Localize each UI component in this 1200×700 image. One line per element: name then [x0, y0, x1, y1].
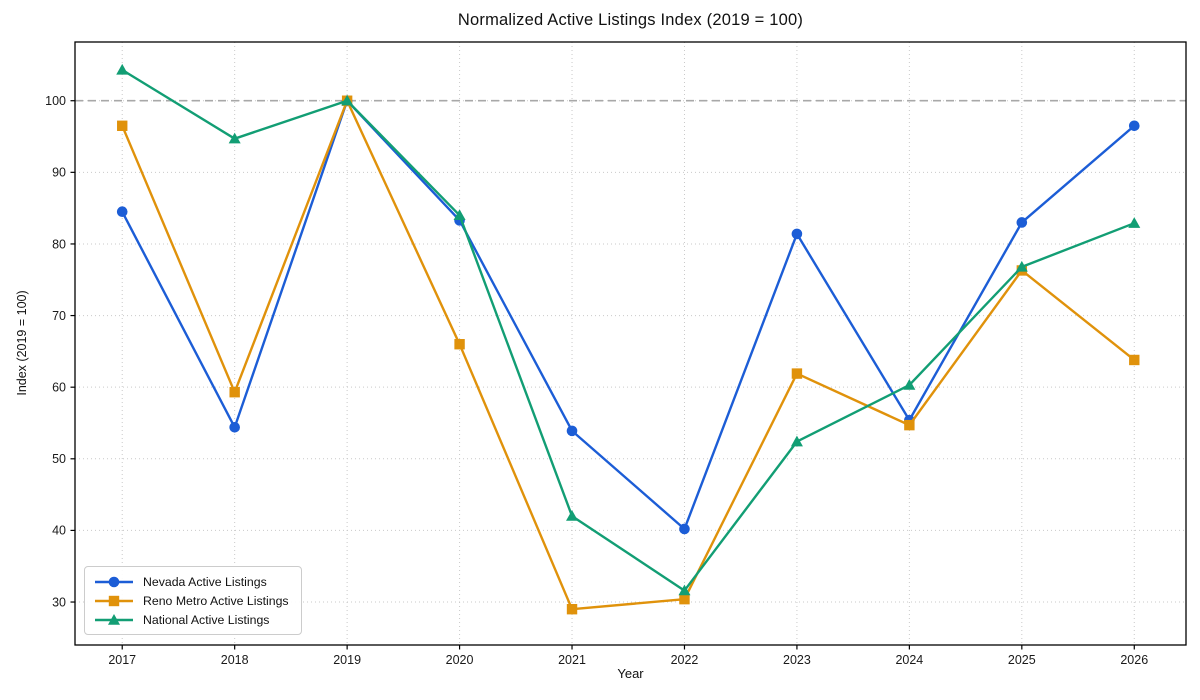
legend-item: Nevada Active Listings	[93, 573, 289, 590]
triangle-marker-icon	[95, 613, 133, 625]
series-nevada-active-listings	[116, 95, 1140, 535]
circle-marker-icon	[95, 576, 133, 587]
legend-label: National Active Listings	[143, 612, 270, 627]
y-axis-title: Index (2019 = 100)	[15, 290, 29, 396]
svg-text:2023: 2023	[783, 653, 811, 667]
series-national-active-listings	[116, 63, 1141, 596]
svg-text:40: 40	[52, 524, 66, 538]
svg-text:80: 80	[52, 237, 66, 251]
x-axis-title: Year	[617, 666, 644, 681]
svg-text:2024: 2024	[895, 653, 923, 667]
tick-labels: 2017 2018 2019 2020 2021 2022 2023 2024 2025 2026…	[45, 94, 1148, 667]
legend-item: Reno Metro Active Listings	[93, 592, 289, 609]
svg-text:50: 50	[52, 452, 66, 466]
svg-text:2021: 2021	[558, 653, 586, 667]
svg-text:100: 100	[45, 94, 66, 108]
legend: Nevada Active Listings Reno Metro Active …	[84, 566, 302, 635]
svg-text:60: 60	[52, 380, 66, 394]
svg-text:2019: 2019	[333, 653, 361, 667]
svg-text:2017: 2017	[108, 653, 136, 667]
square-marker-icon	[95, 595, 133, 606]
svg-text:90: 90	[52, 166, 66, 180]
svg-text:2026: 2026	[1120, 653, 1148, 667]
series-reno-metro-active-listings	[117, 95, 1140, 615]
chart-title: Normalized Active Listings Index (2019 =…	[457, 11, 804, 29]
svg-text:30: 30	[52, 595, 66, 609]
svg-text:2018: 2018	[221, 653, 249, 667]
legend-label: Nevada Active Listings	[143, 574, 267, 589]
axes-box	[74, 41, 1187, 646]
svg-text:70: 70	[52, 309, 66, 323]
svg-text:2025: 2025	[1008, 653, 1036, 667]
legend-label: Reno Metro Active Listings	[143, 593, 289, 608]
svg-text:2020: 2020	[446, 653, 474, 667]
legend-item: National Active Listings	[93, 611, 289, 628]
svg-text:2022: 2022	[671, 653, 699, 667]
